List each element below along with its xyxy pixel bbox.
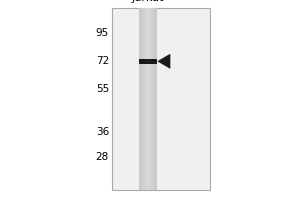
FancyBboxPatch shape — [150, 8, 151, 190]
FancyBboxPatch shape — [140, 8, 141, 190]
Text: 55: 55 — [96, 84, 109, 94]
FancyBboxPatch shape — [139, 59, 157, 64]
Text: 72: 72 — [96, 56, 109, 66]
FancyBboxPatch shape — [148, 8, 149, 190]
FancyBboxPatch shape — [141, 8, 142, 190]
FancyBboxPatch shape — [147, 8, 148, 190]
FancyBboxPatch shape — [149, 8, 150, 190]
FancyBboxPatch shape — [152, 8, 153, 190]
FancyBboxPatch shape — [144, 8, 145, 190]
FancyBboxPatch shape — [151, 8, 152, 190]
Text: Jurkat: Jurkat — [132, 0, 164, 3]
Text: 28: 28 — [96, 152, 109, 162]
Polygon shape — [158, 54, 170, 68]
FancyBboxPatch shape — [154, 8, 155, 190]
FancyBboxPatch shape — [155, 8, 156, 190]
FancyBboxPatch shape — [112, 8, 210, 190]
FancyBboxPatch shape — [139, 8, 157, 190]
Text: 36: 36 — [96, 127, 109, 137]
Text: 95: 95 — [96, 28, 109, 38]
FancyBboxPatch shape — [139, 8, 140, 190]
FancyBboxPatch shape — [142, 8, 143, 190]
FancyBboxPatch shape — [153, 8, 154, 190]
FancyBboxPatch shape — [156, 8, 157, 190]
FancyBboxPatch shape — [145, 8, 146, 190]
FancyBboxPatch shape — [146, 8, 147, 190]
FancyBboxPatch shape — [143, 8, 144, 190]
